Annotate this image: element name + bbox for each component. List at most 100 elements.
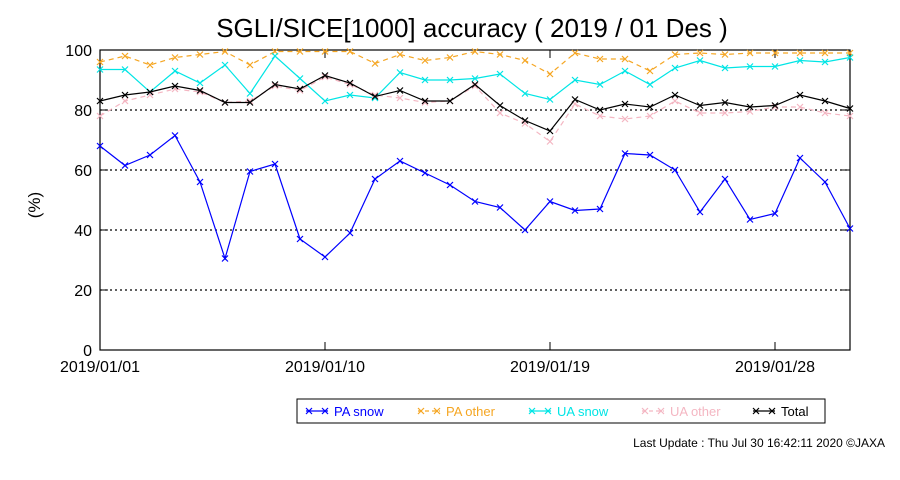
- data-point-ua-other: [546, 138, 554, 145]
- data-point-pa-other: [596, 55, 604, 63]
- data-point-ua-other: [821, 109, 829, 117]
- data-point-ua-snow: [171, 67, 179, 75]
- data-point-ua-snow: [321, 97, 329, 105]
- data-point-total: [746, 103, 754, 111]
- series-line-pa-snow: [99, 134, 851, 261]
- data-point-ua-other: [596, 112, 604, 120]
- legend-marker: [641, 407, 649, 415]
- data-point-ua-other: [396, 94, 404, 102]
- y-tick-label: 40: [74, 223, 92, 240]
- data-point-pa-snow: [96, 142, 104, 150]
- data-point-ua-snow: [746, 63, 754, 70]
- data-point-total: [121, 91, 129, 99]
- data-point-total: [221, 99, 229, 106]
- data-point-pa-other: [96, 58, 104, 66]
- series-pa-snow: [96, 132, 854, 262]
- data-point-total: [696, 102, 704, 109]
- data-point-total: [321, 72, 329, 79]
- data-point-ua-other: [796, 103, 804, 111]
- data-point-total: [196, 87, 204, 94]
- data-point-ua-other: [471, 82, 479, 90]
- data-point-total: [546, 127, 554, 135]
- data-point-ua-snow: [646, 81, 654, 88]
- data-point-pa-snow: [546, 198, 554, 205]
- data-point-total: [621, 100, 629, 108]
- data-point-pa-snow: [196, 178, 204, 186]
- data-point-pa-snow: [671, 166, 679, 174]
- data-point-total: [96, 97, 104, 105]
- data-point-pa-other: [321, 48, 329, 55]
- data-point-ua-other: [696, 109, 704, 117]
- series-line-pa-other: [99, 50, 850, 75]
- data-point-ua-other: [121, 97, 129, 105]
- data-point-pa-other: [421, 57, 429, 64]
- data-point-pa-snow: [421, 169, 429, 177]
- data-point-ua-snow: [446, 76, 454, 84]
- data-point-ua-snow: [496, 70, 504, 78]
- data-point-total: [671, 91, 679, 99]
- data-point-ua-other: [371, 91, 379, 99]
- data-point-pa-other: [371, 60, 379, 67]
- data-point-ua-snow: [696, 57, 704, 64]
- data-point-pa-other: [446, 54, 454, 61]
- data-point-pa-other: [646, 67, 654, 75]
- data-point-total: [521, 117, 529, 124]
- legend-marker: [305, 407, 313, 415]
- data-point-pa-snow: [696, 208, 704, 216]
- data-point-pa-other: [821, 49, 829, 57]
- data-point-total: [146, 88, 154, 96]
- data-point-pa-snow: [721, 175, 729, 183]
- data-point-pa-snow: [296, 235, 304, 243]
- data-point-pa-other: [221, 48, 229, 55]
- data-point-ua-snow: [121, 66, 129, 73]
- data-point-pa-snow: [646, 151, 654, 159]
- legend-item-ua-snow: UA snow: [528, 404, 609, 419]
- data-point-ua-snow: [271, 52, 279, 60]
- legend-marker: [657, 407, 665, 415]
- data-point-pa-snow: [571, 207, 579, 214]
- data-point-ua-other: [621, 115, 629, 123]
- data-point-ua-other: [496, 109, 504, 117]
- data-point-pa-snow: [496, 204, 504, 211]
- data-point-ua-snow: [96, 66, 104, 73]
- data-point-pa-snow: [396, 157, 404, 165]
- data-point-total: [346, 79, 354, 87]
- data-point-pa-other: [471, 48, 479, 55]
- data-point-total: [846, 105, 854, 112]
- data-point-total: [571, 96, 579, 103]
- grid-lines: [100, 109, 850, 291]
- legend-box: [296, 398, 826, 424]
- data-point-pa-other: [621, 55, 629, 63]
- data-point-pa-other: [196, 51, 204, 58]
- data-point-pa-snow: [121, 162, 129, 169]
- data-point-pa-other: [171, 54, 179, 61]
- data-point-ua-snow: [821, 58, 829, 66]
- y-axis-label: (%): [25, 192, 44, 218]
- data-point-total: [246, 99, 254, 106]
- y-tick-label: 60: [74, 163, 92, 180]
- legend-marker: [768, 407, 776, 415]
- data-point-pa-snow: [171, 132, 179, 139]
- data-point-pa-snow: [221, 255, 229, 262]
- legend-item-pa-other: PA other: [417, 404, 496, 419]
- data-point-total: [471, 81, 479, 88]
- data-point-pa-snow: [371, 175, 379, 183]
- data-point-pa-snow: [446, 181, 454, 189]
- series-layer: [96, 48, 854, 262]
- last-update-text: Last Update : Thu Jul 30 16:42:11 2020 ©…: [633, 436, 885, 450]
- data-point-total: [271, 81, 279, 88]
- data-point-ua-snow: [421, 76, 429, 84]
- data-point-pa-snow: [346, 229, 354, 237]
- data-point-pa-other: [546, 70, 554, 78]
- data-point-pa-other: [696, 49, 704, 57]
- legend-label: PA snow: [334, 404, 384, 419]
- legend-item-total: Total: [752, 404, 809, 419]
- data-point-pa-other: [246, 61, 254, 69]
- legend-item-ua-other: UA other: [641, 404, 721, 419]
- legend-marker: [544, 407, 552, 415]
- data-point-total: [296, 85, 304, 93]
- series-ua-snow: [96, 52, 854, 105]
- data-point-pa-snow: [746, 216, 754, 223]
- data-point-pa-snow: [321, 253, 329, 261]
- x-tick-label: 2019/01/10: [285, 359, 365, 376]
